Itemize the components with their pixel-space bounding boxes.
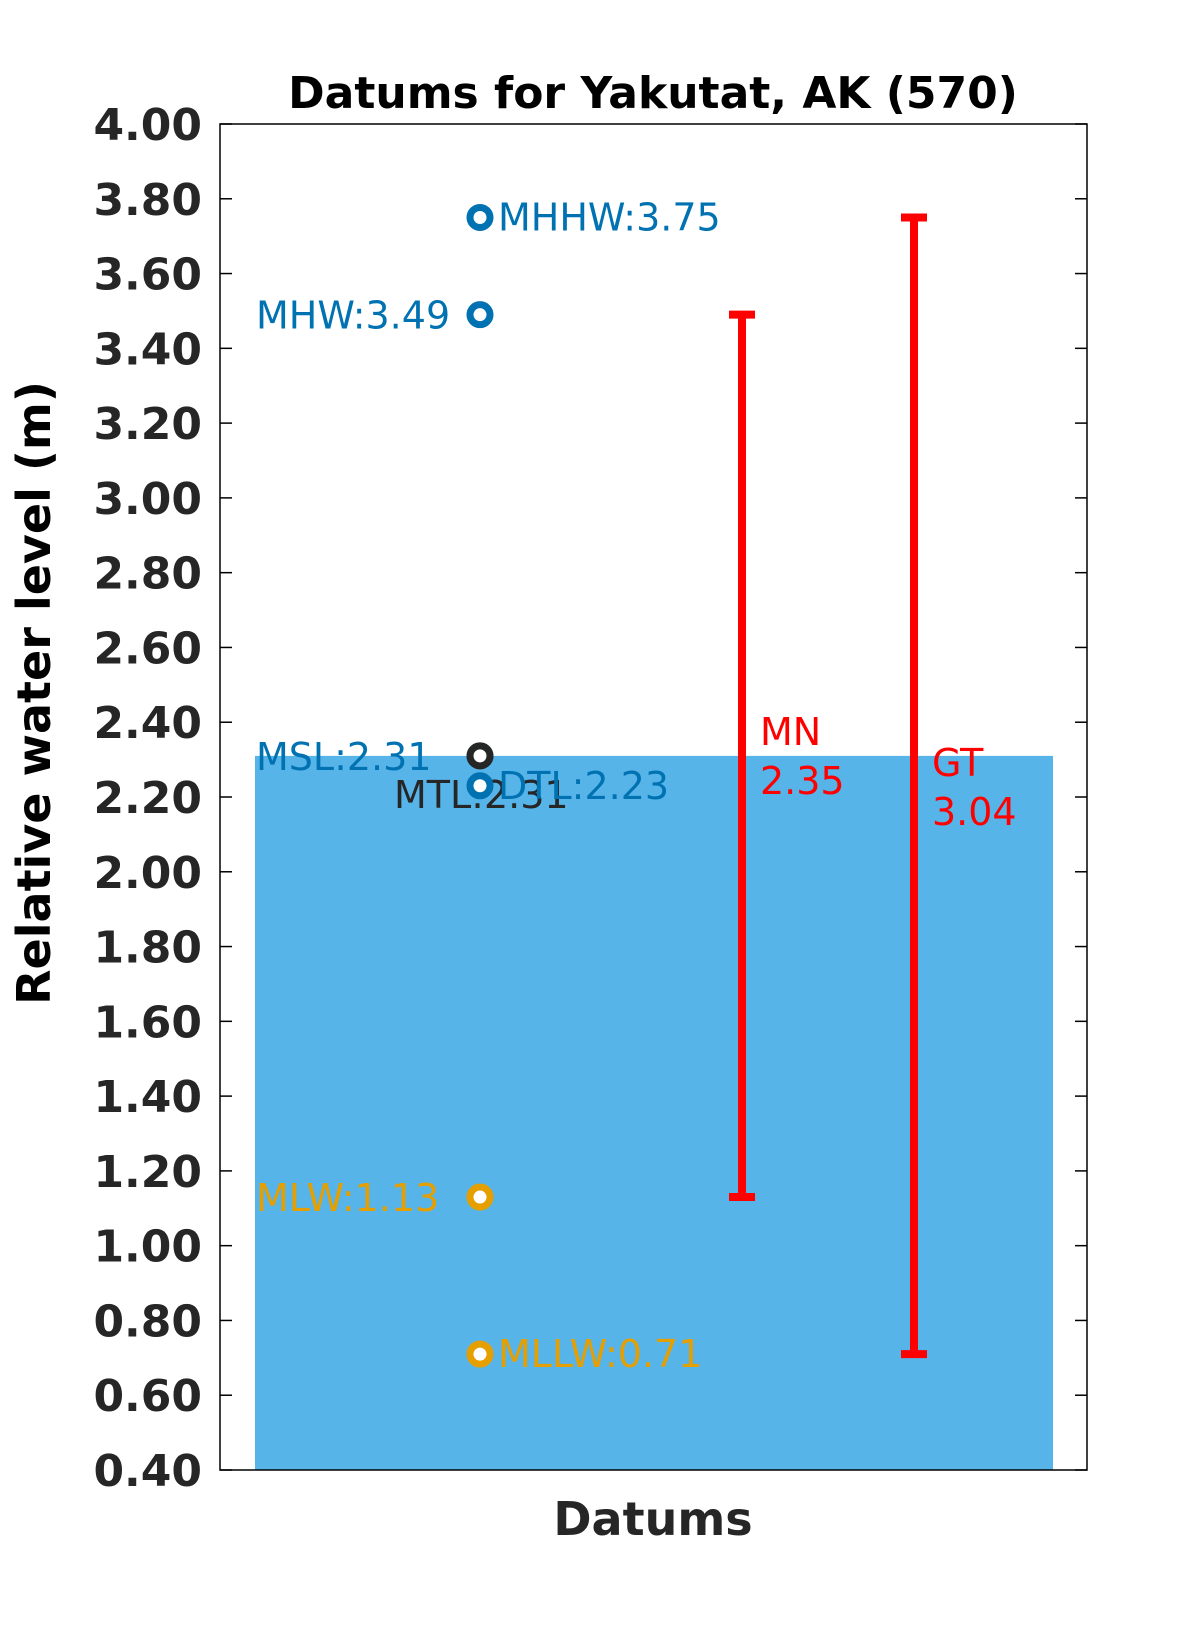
range-name-label: MN	[760, 710, 821, 754]
chart-title: Datums for Yakutat, AK (570)	[288, 68, 1018, 119]
range-mn: MN 2.35	[729, 310, 845, 1202]
y-tick-label: 3.40	[93, 324, 202, 375]
range-name-label: GT	[932, 741, 984, 785]
datum-marker	[466, 1183, 494, 1211]
range-value-label: 3.04	[932, 790, 1017, 834]
y-tick-label: 1.00	[93, 1222, 202, 1273]
y-tick-label: 1.20	[93, 1147, 202, 1198]
datum-label: DTL:2.23	[498, 764, 669, 808]
x-axis-label: Datums	[553, 1492, 752, 1546]
y-tick-label: 3.20	[93, 399, 202, 450]
y-axis: 0.40 0.60 0.80 1.00 1.20 1.40 1.60 1.80 2.00 2.20…	[93, 100, 1087, 1497]
datum-label: MLLW:0.71	[498, 1332, 702, 1376]
datum-marker	[466, 772, 494, 800]
datum-dtl: DTL:2.23	[466, 764, 669, 808]
y-tick-label: 1.80	[93, 923, 202, 974]
y-tick-label: 0.60	[93, 1371, 202, 1422]
y-tick-label: 2.20	[93, 773, 202, 824]
datum-mllw: MLLW:0.71	[466, 1332, 702, 1376]
datum-mhw: MHW:3.49	[256, 294, 494, 338]
y-tick-label: 3.00	[93, 474, 202, 525]
datum-label: MHHW:3.75	[498, 195, 721, 239]
range-value-label: 2.35	[760, 759, 845, 803]
plot-area: MHHW:3.75MHW:3.49MSL:2.31MTL:2.31DTL:2.2…	[219, 123, 1088, 1471]
datum-marker	[466, 203, 494, 231]
y-tick-label: 1.60	[93, 997, 202, 1048]
datum-marker	[466, 742, 494, 770]
y-tick-label: 2.60	[93, 623, 202, 674]
datum-label: MLW:1.13	[256, 1176, 439, 1220]
y-tick-label: 2.80	[93, 549, 202, 600]
y-tick-label: 0.80	[93, 1296, 202, 1347]
y-tick-label: 1.40	[93, 1072, 202, 1123]
y-tick-label: 2.00	[93, 848, 202, 899]
datum-label: MHW:3.49	[256, 294, 450, 338]
datum-mhhw: MHHW:3.75	[466, 195, 721, 239]
datum-label: MSL:2.31	[256, 735, 432, 779]
y-tick-label: 3.80	[93, 175, 202, 226]
y-tick-label: 3.60	[93, 250, 202, 301]
datum-marker	[466, 301, 494, 329]
y-tick-label: 0.40	[93, 1446, 202, 1497]
datum-mlw: MLW:1.13	[256, 1176, 494, 1220]
y-tick-label: 4.00	[93, 100, 202, 151]
range-gt: GT 3.04	[901, 213, 1017, 1359]
y-axis-label: Relative water level (m)	[7, 381, 61, 1005]
y-tick-label: 2.40	[93, 698, 202, 749]
datum-marker	[466, 1340, 494, 1368]
